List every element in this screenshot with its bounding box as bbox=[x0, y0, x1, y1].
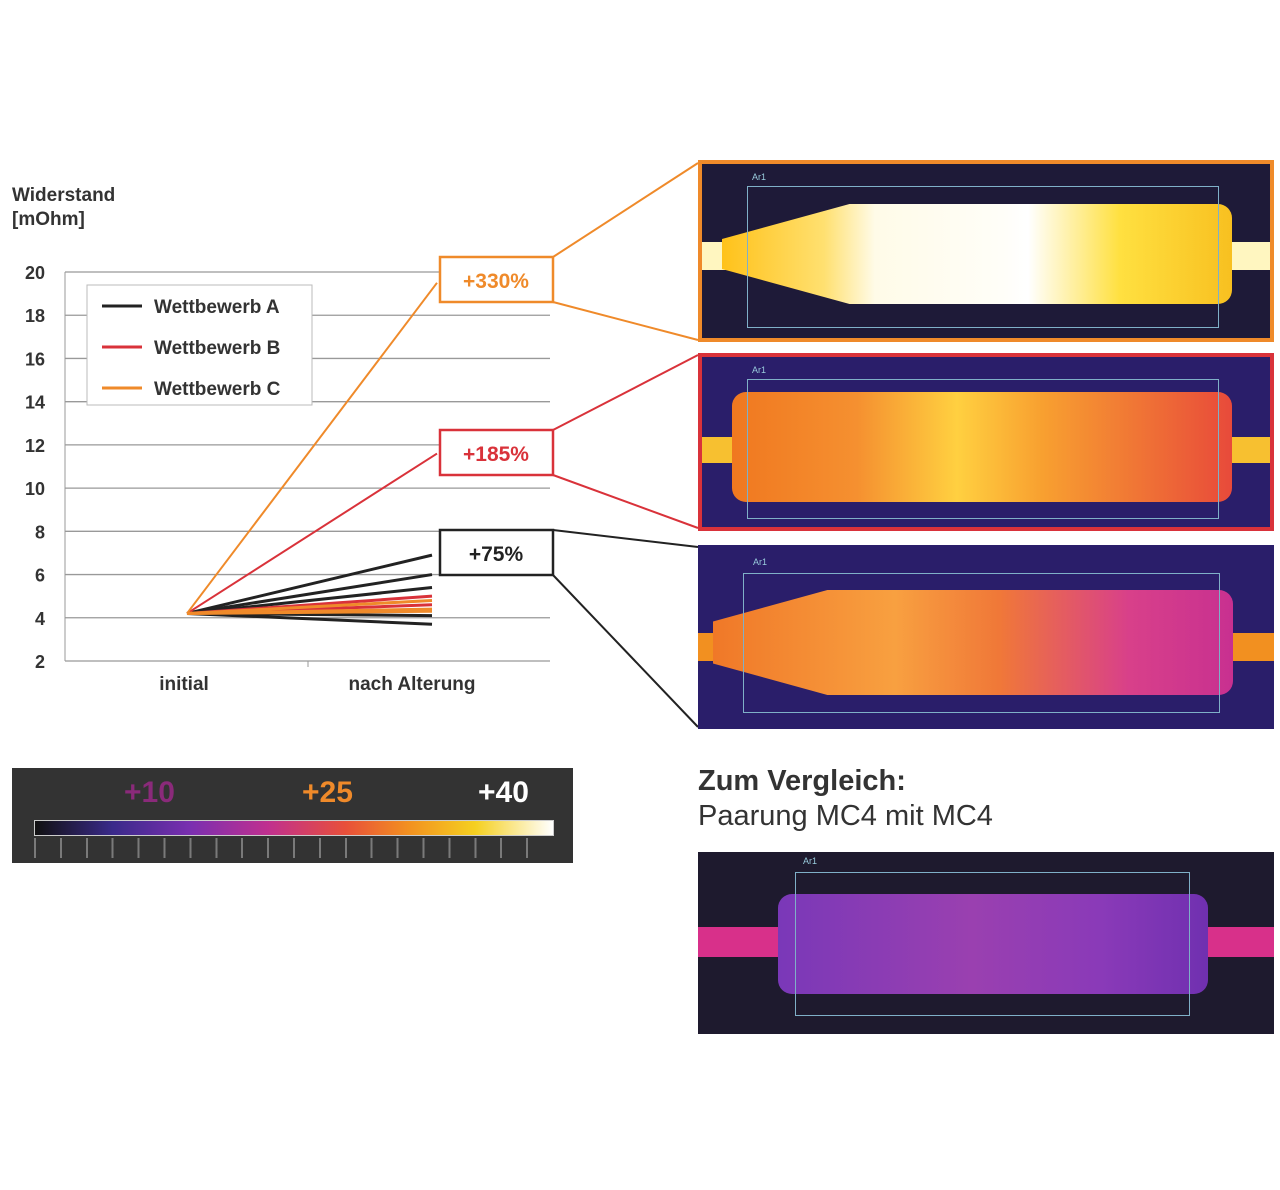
legend-label: Wettbewerb A bbox=[154, 297, 280, 318]
comparison-title: Zum Vergleich: bbox=[698, 765, 906, 797]
roi-label: Ar1 bbox=[753, 557, 768, 567]
color-gradient-bar bbox=[34, 820, 554, 836]
y-axis-label-line1: Widerstand bbox=[12, 185, 116, 206]
annotation-label: +75% bbox=[469, 543, 524, 566]
y-tick-label: 8 bbox=[35, 522, 45, 542]
y-tick-label: 6 bbox=[35, 566, 45, 586]
legend-label: Wettbewerb C bbox=[154, 379, 281, 400]
series-line-wettbewerb-b bbox=[186, 452, 438, 615]
legend-label: Wettbewerb B bbox=[154, 338, 280, 359]
y-tick-label: 18 bbox=[25, 306, 45, 326]
scale-mid: +25 bbox=[302, 776, 353, 809]
comparison-subtitle: Paarung MC4 mit MC4 bbox=[698, 800, 993, 832]
x-tick-label: nach Alterung bbox=[348, 674, 475, 695]
scale-high: +40 bbox=[478, 776, 529, 809]
annotation-label: +330% bbox=[463, 270, 529, 293]
connector-line bbox=[552, 574, 699, 728]
scale-low: +10 bbox=[124, 776, 175, 809]
thermal-image-c: Ar1 bbox=[698, 160, 1274, 342]
y-tick-label: 2 bbox=[35, 652, 45, 672]
thermal-image-mc4: Ar1 bbox=[698, 852, 1274, 1034]
series-line-wettbewerb-a bbox=[186, 573, 433, 615]
annotation-box bbox=[438, 255, 555, 304]
series-line-wettbewerb-c bbox=[186, 282, 438, 615]
thermal-image-b: Ar1 bbox=[698, 353, 1274, 531]
y-axis-label: Widerstand [mOhm] bbox=[12, 184, 115, 232]
y-tick-label: 16 bbox=[25, 349, 45, 369]
y-axis-label-line2: [mOhm] bbox=[12, 209, 85, 230]
connector-line bbox=[552, 301, 699, 341]
temperature-scale: +10 +25 +40 bbox=[12, 768, 573, 863]
x-tick-label: initial bbox=[159, 674, 209, 695]
roi-label: Ar1 bbox=[752, 172, 767, 182]
series-line-wettbewerb-c bbox=[186, 609, 433, 615]
annotation-box bbox=[438, 428, 555, 477]
y-tick-label: 20 bbox=[25, 263, 45, 283]
series-line-wettbewerb-a bbox=[186, 553, 433, 615]
scale-ticks bbox=[34, 838, 552, 858]
thermal-image-a: Ar1 bbox=[698, 545, 1274, 729]
y-tick-label: 12 bbox=[25, 436, 45, 456]
y-tick-label: 4 bbox=[35, 609, 45, 629]
connector-line bbox=[552, 474, 699, 529]
roi-label: Ar1 bbox=[752, 365, 767, 375]
connector-line bbox=[552, 354, 699, 431]
roi-label: Ar1 bbox=[803, 856, 818, 866]
y-tick-label: 14 bbox=[25, 393, 45, 413]
connector-line bbox=[552, 529, 699, 548]
annotation-label: +185% bbox=[463, 443, 529, 466]
y-tick-label: 10 bbox=[25, 479, 45, 499]
connector-line bbox=[552, 162, 699, 258]
annotation-box bbox=[438, 528, 555, 577]
